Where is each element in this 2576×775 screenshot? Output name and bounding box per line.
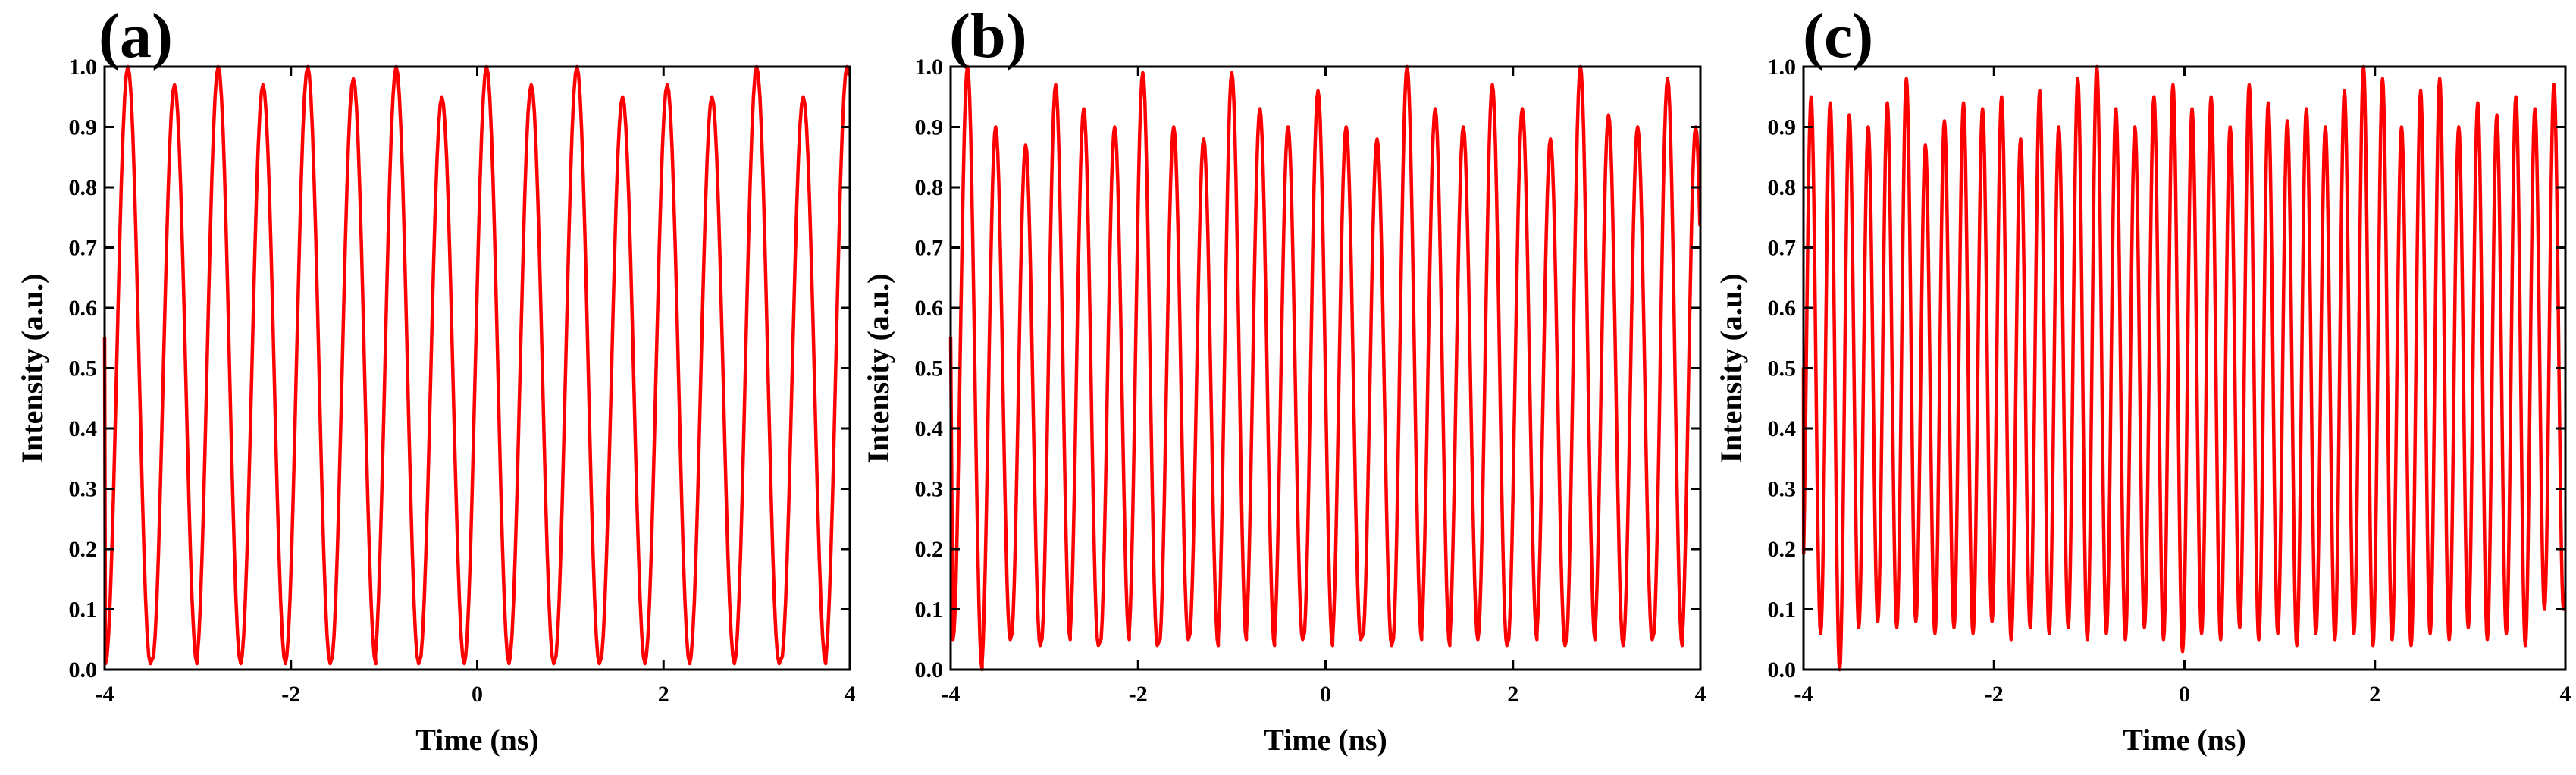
y-tick-label: 0.5 (915, 356, 944, 381)
x-tick-label: -4 (96, 682, 114, 707)
y-tick-label: 0.1 (69, 598, 98, 623)
y-tick-label: 0.1 (915, 598, 944, 623)
y-tick-label: 0.4 (1768, 416, 1797, 441)
y-tick-label: 0.8 (69, 175, 98, 200)
y-tick-label: 0.3 (69, 477, 98, 502)
y-tick-label: 0.3 (1768, 477, 1797, 502)
y-tick-label: 0.5 (69, 356, 98, 381)
chart-panel-3: (c) 0.0 0.1 0.2 0.3 0.4 0.5 0.6 0.7 0.8 0.9 1.0 -4 -2… (1714, 1, 2571, 757)
x-tick-label: 2 (2369, 682, 2380, 707)
panel-label: (a) (99, 1, 173, 71)
x-tick-label: 0 (2179, 682, 2190, 707)
x-axis-title: Time (ns) (415, 723, 539, 757)
y-tick-label: 1.0 (915, 55, 944, 80)
y-tick-label: 0.2 (1768, 537, 1797, 562)
series-line-intensity (102, 64, 851, 666)
series-line-intensity (948, 64, 1702, 672)
y-tick-label: 0.9 (69, 115, 98, 140)
y-axis-title: Intensity (a.u.) (861, 273, 895, 463)
y-axis-title: Intensity (a.u.) (1714, 273, 1748, 463)
y-tick-label: 0.1 (1768, 598, 1797, 623)
x-axis-title: Time (ns) (1264, 723, 1387, 757)
x-tick-label: -4 (1794, 682, 1813, 707)
chart-panel-2: (b) 0.0 0.1 0.2 0.3 0.4 0.5 0.6 0.7 0.8 0.9 1.0 -4 -2… (861, 1, 1706, 757)
x-tick-label: 4 (2560, 682, 2571, 707)
y-tick-label: 0.7 (1768, 236, 1797, 261)
y-tick-label: 1.0 (1768, 55, 1797, 80)
panel-label: (b) (949, 1, 1027, 71)
x-tick-label: -4 (942, 682, 961, 707)
x-tick-label: -2 (1129, 682, 1148, 707)
panel-label: (c) (1803, 1, 1873, 71)
x-tick-label: 2 (1507, 682, 1518, 707)
y-tick-label: 0.2 (915, 537, 944, 562)
y-tick-label: 1.0 (69, 55, 98, 80)
x-tick-label: -2 (281, 682, 300, 707)
x-tick-label: -2 (1985, 682, 2004, 707)
y-tick-label: 0.6 (1768, 296, 1797, 321)
chart-panel-1: (a) 0.0 0.1 0.2 0.3 0.4 0.5 0.6 0.7 0.8 0.9 1.0 -4 -2… (15, 1, 856, 757)
y-tick-label: 0.2 (69, 537, 98, 562)
y-tick-label: 0.9 (915, 115, 944, 140)
y-tick-label: 0.4 (915, 416, 944, 441)
y-tick-label: 0.8 (1768, 175, 1797, 200)
y-tick-label: 0.6 (69, 296, 98, 321)
y-tick-label: 0.0 (69, 657, 98, 682)
series-line-intensity (1801, 64, 2565, 672)
x-tick-label: 2 (658, 682, 669, 707)
x-tick-label: 4 (1695, 682, 1706, 707)
y-tick-label: 0.8 (915, 175, 944, 200)
y-tick-label: 0.6 (915, 296, 944, 321)
y-tick-label: 0.7 (69, 236, 98, 261)
y-tick-label: 0.3 (915, 477, 944, 502)
y-tick-label: 0.4 (69, 416, 98, 441)
y-tick-label: 0.0 (1768, 657, 1797, 682)
y-tick-label: 0.0 (915, 657, 944, 682)
x-tick-label: 0 (1320, 682, 1331, 707)
y-tick-label: 0.5 (1768, 356, 1797, 381)
x-tick-label: 0 (472, 682, 483, 707)
y-tick-label: 0.9 (1768, 115, 1797, 140)
y-tick-label: 0.7 (915, 236, 944, 261)
y-axis-title: Intensity (a.u.) (15, 273, 49, 463)
x-tick-label: 4 (845, 682, 856, 707)
x-axis-title: Time (ns) (2123, 723, 2246, 757)
